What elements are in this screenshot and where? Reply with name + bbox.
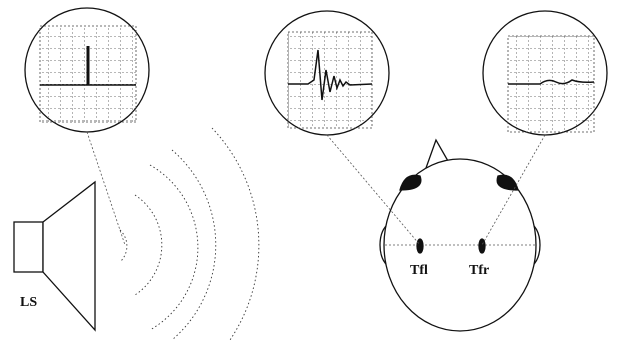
page: LS Tfl Tfr (() => { const data = JSON.pa…: [0, 0, 626, 340]
sound-waves: [120, 128, 259, 340]
diagram: LS Tfl Tfr: [0, 0, 626, 340]
right-response-scope: [483, 11, 607, 135]
left-response-scope: [265, 11, 389, 135]
electrode-label: Tfl: [410, 263, 428, 278]
speaker-label: LS: [20, 295, 37, 310]
stimulus-scope: [25, 8, 149, 132]
electrode-label: Tfr: [469, 263, 489, 278]
head: [380, 140, 540, 331]
